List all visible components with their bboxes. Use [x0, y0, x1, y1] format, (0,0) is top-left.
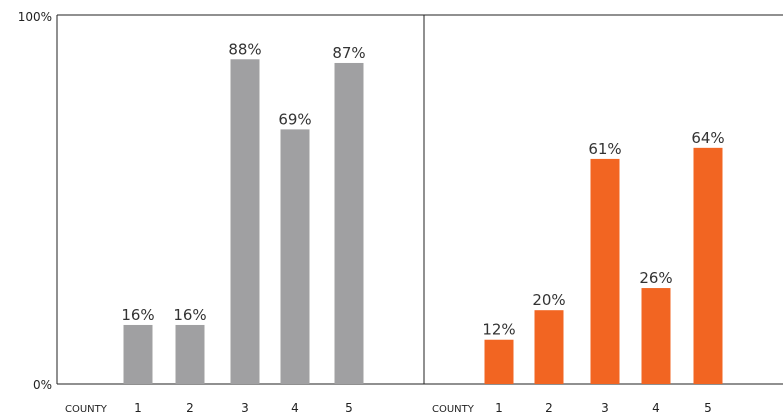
data-label-panel2-county-2: 20%	[532, 291, 565, 309]
bar-panel1-county-2	[175, 324, 205, 384]
y-tick-top: 100%	[18, 10, 52, 24]
x-tick-panel2-county-4: 4	[652, 401, 660, 415]
data-label-panel1-county-2: 16%	[173, 306, 206, 324]
x-tick-panel1-county-5: 5	[345, 401, 353, 415]
bar-panel1-county-5	[334, 62, 364, 384]
x-tick-panel1-county-4: 4	[291, 401, 299, 415]
bar-panel1-county-1	[123, 324, 153, 384]
bar-panel2-county-3	[590, 158, 620, 384]
x-axis-prefix-right: COUNTY	[432, 404, 475, 415]
x-axis-prefix-left: COUNTY	[65, 404, 108, 415]
data-label-panel1-county-5: 87%	[332, 44, 365, 62]
bar-panel1-county-3	[230, 59, 260, 384]
x-tick-panel1-county-1: 1	[134, 401, 142, 415]
bar-marks: 16% 1 16% 2 88% 3 69% 4 87% 5 12% 1 20% 2 61% 3 26% 4 64% 5	[121, 40, 724, 415]
x-tick-panel2-county-1: 1	[495, 401, 503, 415]
bar-panel2-county-5	[693, 147, 723, 384]
bar-panel2-county-4	[641, 288, 671, 384]
data-label-panel1-county-3: 88%	[228, 40, 261, 58]
data-label-panel2-county-5: 64%	[691, 129, 724, 147]
data-label-panel2-county-1: 12%	[482, 321, 515, 339]
bar-panel1-county-4	[280, 129, 310, 384]
bar-panel2-county-1	[484, 339, 514, 384]
data-label-panel1-county-1: 16%	[121, 306, 154, 324]
x-tick-panel2-county-3: 3	[601, 401, 609, 415]
data-label-panel2-county-3: 61%	[588, 140, 621, 158]
bar-panel2-county-2	[534, 310, 564, 384]
data-label-panel2-county-4: 26%	[639, 269, 672, 287]
x-tick-panel2-county-2: 2	[545, 401, 553, 415]
x-tick-panel1-county-2: 2	[186, 401, 194, 415]
x-tick-panel2-county-5: 5	[704, 401, 712, 415]
data-label-panel1-county-4: 69%	[278, 110, 311, 128]
x-tick-panel1-county-3: 3	[241, 401, 249, 415]
y-tick-bottom: 0%	[33, 378, 52, 392]
